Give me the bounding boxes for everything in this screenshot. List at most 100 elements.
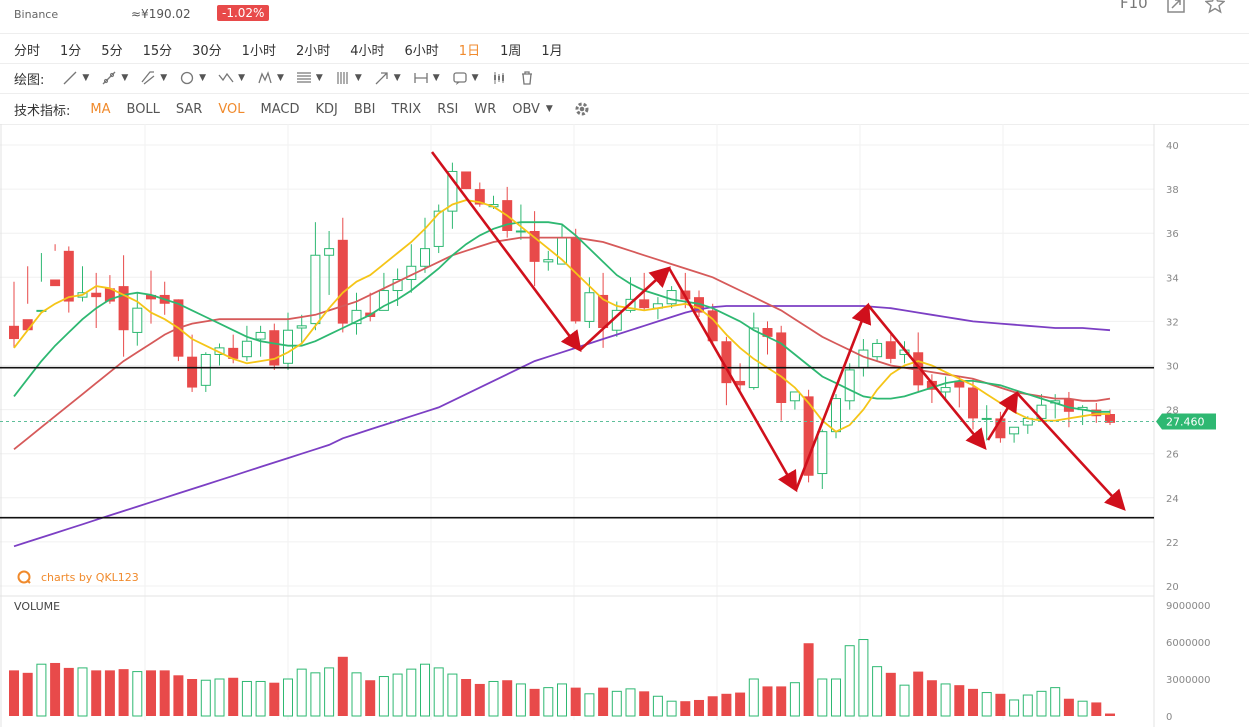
- candle-body: [22, 319, 33, 331]
- star-icon[interactable]: [1205, 0, 1225, 14]
- expand-icon[interactable]: [1166, 0, 1186, 14]
- timeframe-3[interactable]: 15分: [142, 43, 173, 59]
- candle-body: [789, 391, 800, 402]
- chevron-down-icon: ▼: [238, 73, 245, 83]
- candle: [789, 391, 800, 410]
- candle: [803, 389, 814, 483]
- volume-bar: [461, 679, 472, 716]
- arrow-tool-icon: [375, 72, 388, 85]
- kline-chart[interactable]: 40 38 36 34 32 30 28 26 24 22 20 9000000 6000000 3000…: [0, 124, 1249, 727]
- f10-button[interactable]: F10: [1120, 0, 1148, 12]
- candle: [543, 250, 554, 271]
- volume-bar: [1022, 694, 1033, 717]
- timeframe-6[interactable]: 2小时: [295, 43, 331, 59]
- indicator-bar: 技术指标: MA BOLL SAR VOL MACD KDJ BBI TRIX RSI WR OBV…: [0, 94, 1249, 125]
- candle: [187, 334, 198, 392]
- candle: [241, 325, 252, 362]
- candle: [9, 281, 19, 348]
- measure-tool-icon: [414, 73, 428, 83]
- arrow-tool-button[interactable]: ▼: [374, 70, 401, 86]
- chevron-down-icon: ▼: [199, 73, 207, 83]
- timeframe-1[interactable]: 1分: [60, 43, 82, 59]
- candle-tool-button[interactable]: [491, 70, 507, 86]
- chevron-down-icon: ▼: [471, 73, 479, 83]
- volume-bar: [228, 677, 239, 716]
- indicator-bbi[interactable]: BBI: [353, 101, 376, 117]
- indicator-rsi[interactable]: RSI: [437, 101, 459, 117]
- pattern-tool-icon: [258, 71, 272, 84]
- candle: [146, 270, 156, 324]
- volume-bar: [666, 700, 677, 717]
- volume-bar: [762, 686, 773, 716]
- wave-tool-button[interactable]: ▼: [218, 70, 245, 86]
- volume-bar: [899, 684, 910, 717]
- indicator-vol[interactable]: VOL: [218, 101, 245, 117]
- channel-tool-button[interactable]: ▼: [140, 70, 167, 86]
- chevron-down-icon[interactable]: ▼: [545, 104, 553, 114]
- circle-tool-icon: [181, 71, 194, 85]
- gann-tool-button[interactable]: ▼: [335, 70, 362, 86]
- timeframe-8[interactable]: 6小时: [404, 43, 439, 59]
- indicator-macd[interactable]: MACD: [260, 101, 300, 117]
- settings-gear-icon[interactable]: [573, 100, 591, 118]
- candle-tool-icon: [493, 72, 504, 84]
- indicator-boll[interactable]: BOLL: [126, 101, 160, 117]
- ray-tool-button[interactable]: ▼: [101, 70, 128, 86]
- candle-body: [926, 380, 937, 390]
- trend-arrow: [794, 302, 872, 491]
- indicator-wr[interactable]: WR: [474, 101, 497, 117]
- volume-bar: [557, 683, 567, 717]
- candle-body: [118, 286, 129, 331]
- volume-bar: [36, 663, 47, 717]
- note-tool-button[interactable]: ▼: [452, 70, 479, 86]
- indicator-obv[interactable]: OBV: [512, 101, 540, 117]
- volume-bar: [283, 678, 293, 717]
- timeframe-2[interactable]: 5分: [101, 43, 123, 59]
- trash-button[interactable]: [519, 70, 535, 86]
- volume-bar: [926, 680, 937, 716]
- fib-tool-icon: [296, 72, 311, 83]
- volume-bar: [789, 682, 800, 717]
- volume-bar: [146, 670, 156, 716]
- drawing-toolbar: 绘图: ▼ ▼ ▼ ▼ ▼ ▼ ▼ ▼ ▼ ▼ ▼: [0, 63, 1249, 94]
- trend-arrow: [866, 304, 987, 451]
- candle-body: [63, 250, 74, 302]
- timeframe-5[interactable]: 1小时: [241, 43, 276, 59]
- volume-bar: [625, 688, 636, 717]
- volume-bar: [598, 687, 609, 716]
- timeframe-0[interactable]: 分时: [14, 43, 41, 59]
- timeframe-4[interactable]: 30分: [192, 43, 222, 59]
- volume-bar: [104, 670, 115, 716]
- indicator-kdj[interactable]: KDJ: [315, 101, 338, 117]
- candle-body: [968, 387, 978, 419]
- fib-tool-button[interactable]: ▼: [296, 70, 323, 86]
- candle: [324, 230, 335, 295]
- volume-bar: [872, 666, 883, 717]
- y-tick-label: 40: [1166, 141, 1179, 152]
- timeframe-10[interactable]: 1周: [500, 43, 522, 59]
- line-tool-button[interactable]: ▼: [62, 70, 89, 86]
- circle-tool-button[interactable]: ▼: [179, 70, 206, 86]
- watermark: charts by QKL123: [17, 570, 139, 584]
- candle-body: [995, 418, 1006, 439]
- pattern-tool-button[interactable]: ▼: [257, 70, 284, 86]
- candle-body: [584, 292, 595, 322]
- indicator-ma[interactable]: MA: [90, 101, 111, 117]
- change-badge: -1.02%: [217, 5, 270, 21]
- gann-tool-icon: [337, 72, 348, 84]
- timeframe-11[interactable]: 1月: [541, 43, 563, 59]
- candle-body: [461, 171, 472, 190]
- volume-bar: [1091, 702, 1102, 716]
- timeframe-7[interactable]: 4小时: [350, 43, 385, 59]
- candle-body: [228, 347, 239, 359]
- candle: [872, 339, 883, 362]
- timeframe-9[interactable]: 1日: [458, 43, 481, 59]
- candle: [296, 314, 307, 344]
- indicator-sar[interactable]: SAR: [175, 101, 203, 117]
- volume-bar: [1063, 698, 1074, 716]
- candle-body: [639, 299, 650, 309]
- measure-tool-button[interactable]: ▼: [413, 70, 440, 86]
- indicator-trix[interactable]: TRIX: [391, 101, 422, 117]
- volume-bar: [502, 680, 513, 716]
- candle-body: [858, 349, 869, 369]
